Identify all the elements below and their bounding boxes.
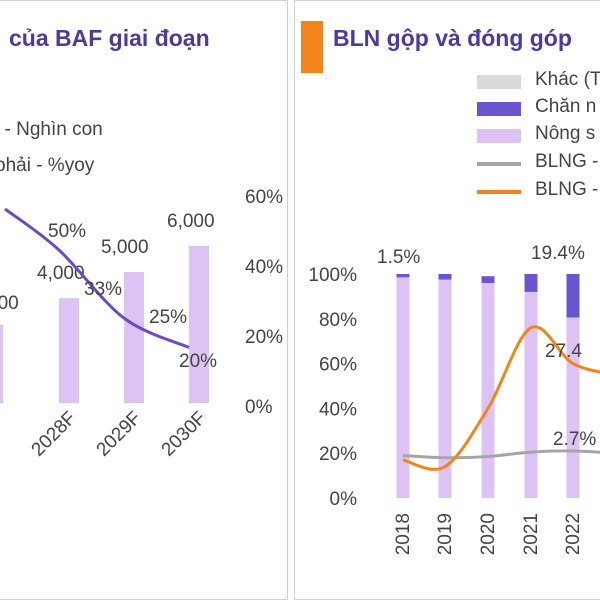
right-y-tick-0: 100% — [308, 265, 357, 286]
right-chart-panel: BLN gộp và đóng góp Khác (T Chăn n Nông … — [294, 0, 600, 600]
right-bar-chan-nuoi-2 — [481, 276, 495, 283]
right-x-tick-3: 2021 — [521, 513, 542, 555]
right-x-tick-0: 2018 — [393, 513, 414, 555]
right-bar-chan-nuoi-0 — [396, 274, 410, 278]
legend-label-blng-orange: BLNG - — [535, 179, 599, 200]
left-line-label-1: 50% — [48, 221, 86, 242]
left-bar-1 — [59, 298, 79, 403]
right-y-tick-4: 20% — [319, 444, 357, 465]
right-bar-chan-nuoi-3 — [524, 274, 538, 292]
left-chart-title: của BAF giai đoạn — [9, 25, 210, 51]
legend-label-nong-san: Nông s — [535, 123, 596, 144]
legend-swatch-nong-san — [477, 129, 521, 143]
left-y2-tick-2: 20% — [245, 327, 283, 348]
left-legend-line-label: phải - %yoy — [0, 155, 95, 176]
right-data-label-0: 1.5% — [377, 247, 420, 268]
right-bar-chan-nuoi-1 — [438, 274, 452, 280]
left-bar-label-0: 000 — [0, 293, 19, 314]
left-y2-tick-3: 0% — [245, 397, 273, 418]
legend-label-chan-nuoi: Chăn n — [535, 96, 597, 117]
right-chart-title: BLN gộp và đóng góp — [333, 25, 572, 51]
right-line-blng-gray — [402, 449, 600, 460]
left-x-tick-2: 2029F — [93, 408, 146, 461]
left-extra-label: 20% — [179, 351, 217, 372]
left-y2-tick-0: 60% — [245, 187, 283, 208]
right-bar-chan-nuoi-4 — [566, 274, 580, 318]
right-chart-plot: 100%80%60%40%20%0%1.5%19.4%27.42.7%22018… — [308, 243, 600, 555]
title-accent-bar — [301, 21, 323, 73]
right-y-tick-3: 40% — [319, 399, 357, 420]
left-bar-label-1: 4,000 — [37, 263, 85, 284]
legend-swatch-chan-nuoi — [477, 102, 521, 116]
right-data-label-3: 2.7% — [553, 429, 596, 450]
right-line-blng-orange — [402, 325, 600, 471]
left-x-tick-1: 2028F — [28, 408, 81, 461]
left-line-label-2: 33% — [84, 279, 122, 300]
right-bar-nong-san-0 — [396, 277, 410, 498]
right-y-tick-2: 60% — [319, 355, 357, 376]
left-bar-label-2: 5,000 — [101, 237, 149, 258]
right-x-tick-4: 2022 — [563, 513, 584, 555]
left-y2-tick-1: 40% — [245, 257, 283, 278]
left-yoy-line — [4, 207, 190, 349]
legend-label-blng-gray: BLNG - — [535, 151, 599, 172]
left-chart-plot: 000 4,000 5,000 6,000 50% 33% 25% 20% 60% 40% 20% 0… — [0, 187, 283, 461]
legend-swatch-blng-gray — [477, 162, 521, 166]
left-bar-3 — [189, 245, 209, 403]
right-y-tick-1: 80% — [319, 310, 357, 331]
legend-swatch-khac — [477, 75, 521, 89]
right-bar-nong-san-3 — [524, 291, 538, 498]
left-legend-bar-label: i - Nghìn con — [0, 119, 103, 140]
right-bar-nong-san-2 — [481, 282, 495, 498]
right-x-tick-2: 2020 — [478, 513, 499, 555]
left-bar-label-3: 6,000 — [167, 211, 215, 232]
right-bar-nong-san-1 — [438, 279, 452, 498]
right-y-tick-5: 0% — [330, 489, 358, 510]
legend-label-khac: Khác (T — [535, 69, 600, 90]
left-x-tick-3: 2030F — [158, 408, 211, 461]
right-data-label-2: 27.4 — [545, 341, 582, 362]
left-bar-2 — [124, 272, 144, 403]
right-x-tick-1: 2019 — [435, 513, 456, 555]
legend-swatch-blng-orange — [477, 190, 521, 194]
left-line-label-3: 25% — [149, 307, 187, 328]
right-data-label-1: 19.4% — [531, 243, 585, 264]
left-bar-0 — [0, 325, 3, 403]
left-chart-panel: của BAF giai đoạn i - Nghìn con phải - %… — [0, 0, 288, 600]
